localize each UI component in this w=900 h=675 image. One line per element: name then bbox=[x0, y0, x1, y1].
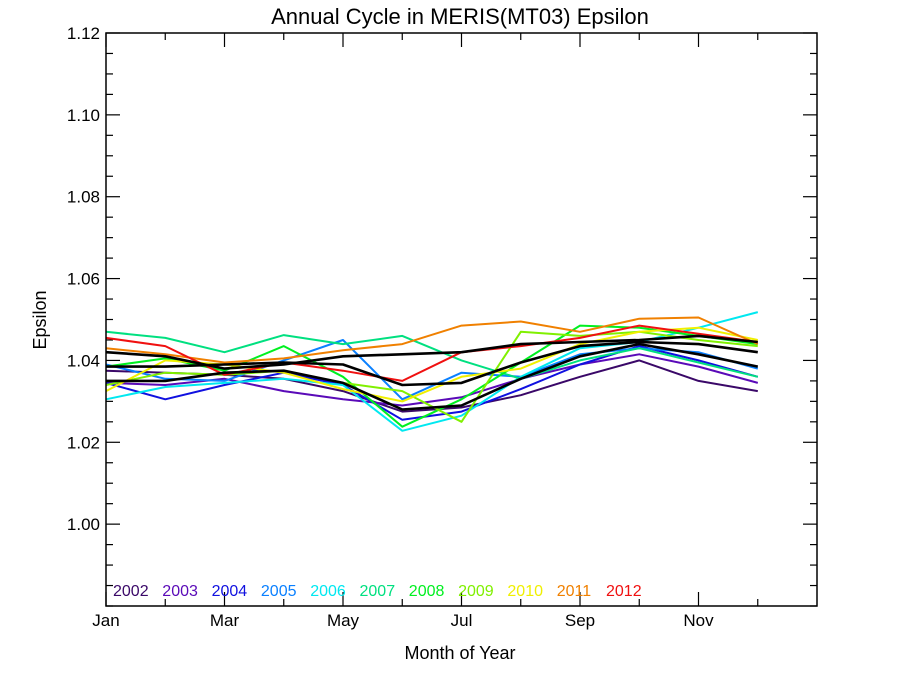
legend-item-2009: 2009 bbox=[458, 583, 494, 600]
x-tick-label: Jan bbox=[92, 611, 119, 630]
x-tick-label: May bbox=[327, 611, 360, 630]
legend-item-2007: 2007 bbox=[360, 583, 396, 600]
y-tick-label: 1.02 bbox=[67, 433, 100, 452]
legend-item-2008: 2008 bbox=[409, 583, 445, 600]
x-axis-label: Month of Year bbox=[404, 643, 515, 663]
x-tick-label: Nov bbox=[683, 611, 714, 630]
series-line-2011 bbox=[105, 316, 759, 364]
legend-item-2002: 2002 bbox=[113, 583, 149, 600]
legend-item-2006: 2006 bbox=[310, 583, 346, 600]
series-line-black bbox=[105, 334, 758, 370]
y-tick-label: 1.06 bbox=[67, 270, 100, 289]
y-axis-label: Epsilon bbox=[30, 290, 50, 349]
plot-frame bbox=[105, 32, 818, 607]
legend-item-2012: 2012 bbox=[606, 583, 642, 600]
y-tick-label: 1.04 bbox=[67, 351, 100, 370]
legend-item-2004: 2004 bbox=[212, 583, 248, 600]
legend-item-2011: 2011 bbox=[557, 583, 592, 600]
x-tick-label: Sep bbox=[565, 611, 595, 630]
series-line-2005 bbox=[105, 339, 759, 401]
series-line-2007 bbox=[105, 330, 759, 380]
series-line-2012 bbox=[105, 324, 758, 382]
legend-item-2003: 2003 bbox=[162, 583, 198, 600]
y-tick-label: 1.08 bbox=[67, 188, 100, 207]
legend-item-2010: 2010 bbox=[507, 583, 543, 600]
series-line-black bbox=[106, 340, 758, 387]
chart-title: Annual Cycle in MERIS(MT03) Epsilon bbox=[271, 4, 649, 29]
y-tick-label: 1.00 bbox=[67, 515, 100, 534]
x-tick-label: Mar bbox=[210, 611, 240, 630]
legend: 2002 2003 2004 2005 2006 2007 2008 2009 2010 2011… bbox=[113, 583, 642, 600]
legend-item-2005: 2005 bbox=[261, 583, 297, 600]
series-line-black bbox=[106, 342, 759, 411]
y-tick-label: 1.12 bbox=[67, 24, 100, 43]
series-line-2008 bbox=[105, 324, 758, 428]
x-tick-label: Jul bbox=[451, 611, 473, 630]
y-tick-label: 1.10 bbox=[67, 106, 100, 125]
series-lines bbox=[105, 311, 759, 432]
